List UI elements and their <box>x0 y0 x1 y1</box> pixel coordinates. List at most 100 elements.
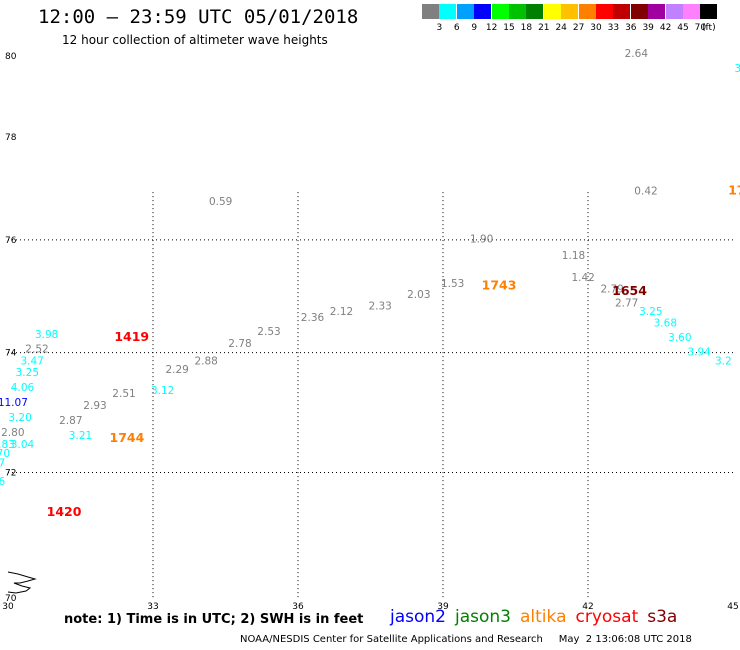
legend-label: 21 <box>538 23 550 33</box>
wave-height-value: 2.79 <box>600 283 623 295</box>
legend-label: 12 <box>485 23 498 33</box>
wave-height-value: 2.12 <box>330 306 353 318</box>
legend-swatch <box>613 4 631 19</box>
wave-height-value: 3.21 <box>69 430 92 442</box>
wave-height-value: 3.83 <box>0 439 15 451</box>
wave-height-value: 3.98 <box>35 329 58 341</box>
footer-credit: NOAA/NESDIS Center for Satellite Applica… <box>240 634 692 645</box>
latitude-tick-label: 76 <box>5 236 17 246</box>
satellite-name: jason3 <box>455 607 511 627</box>
legend-label: 27 <box>572 23 585 33</box>
wave-height-value: 2.33 <box>368 300 391 312</box>
satellite-name: cryosat <box>575 607 639 627</box>
wave-height-value: 3.68 <box>654 318 677 330</box>
legend-swatch <box>700 4 718 19</box>
legend-swatch <box>578 4 596 19</box>
longitude-tick-label: 30 <box>2 602 14 612</box>
legend-label: 36 <box>625 23 637 33</box>
latitude-tick-label: 74 <box>5 349 17 359</box>
wave-height-value: 2.93 <box>83 400 106 412</box>
longitude-tick-label: 39 <box>437 602 449 612</box>
wave-height-value: 3.04 <box>11 439 35 451</box>
legend-swatch <box>474 4 492 19</box>
wave-height-value: 3 <box>734 63 740 75</box>
longitude-tick-label: 33 <box>147 602 158 612</box>
wave-height-value: 2.87 <box>59 415 82 427</box>
wave-height-value: 2.80 <box>1 427 24 439</box>
wave-height-value: 3.12 <box>151 385 174 397</box>
wave-height-value: 2.52 <box>25 344 48 356</box>
legend-swatch <box>491 4 509 19</box>
legend-label: 39 <box>642 23 654 33</box>
pass-time-label: 1743 <box>482 278 517 293</box>
longitude-tick-label: 42 <box>582 602 593 612</box>
wave-height-value: 1.53 <box>441 278 464 290</box>
coastline <box>7 571 37 594</box>
legend-swatch <box>509 4 526 19</box>
satellite-legend: jason2 jason3 altika cryosat s3a <box>390 607 686 627</box>
legend-label: 70 <box>694 23 707 33</box>
legend-swatch <box>526 4 544 19</box>
wave-height-value: 3.94 <box>687 347 711 359</box>
wave-height-value: 2.64 <box>625 48 649 60</box>
wave-height-value: 4.56 <box>0 476 6 488</box>
latitude-tick-label: 78 <box>5 133 17 143</box>
wave-height-value: 4.06 <box>11 382 35 394</box>
legend-swatch <box>422 4 439 19</box>
pass-time-label: 1419 <box>114 329 149 344</box>
pass-time-label: 1420 <box>47 504 82 519</box>
wave-height-value: 2.88 <box>194 355 217 367</box>
satellite-name: jason2 <box>390 607 446 627</box>
pass-time-label: 1654 <box>612 283 647 298</box>
legend-label: 15 <box>503 23 515 33</box>
legend-label: 6 <box>453 23 460 33</box>
longitude-tick-label: 36 <box>292 602 304 612</box>
wave-height-value: 2.29 <box>165 364 188 376</box>
legend-unit: (ft) <box>702 23 716 33</box>
longitude-tick-label: 45 <box>727 602 738 612</box>
legend-label: 42 <box>659 23 672 33</box>
legend-label: 45 <box>677 23 689 33</box>
legend-swatch <box>596 4 613 19</box>
legend-label: 9 <box>471 23 478 33</box>
page-title: 12:00 – 23:59 UTC 05/01/2018 <box>38 6 359 28</box>
wave-height-value: 2.53 <box>257 326 280 338</box>
legend-swatch <box>439 4 457 19</box>
page-subtitle: 12 hour collection of altimeter wave hei… <box>62 33 328 47</box>
legend-swatch <box>683 4 700 19</box>
pass-time-label: 174 <box>728 183 740 198</box>
legend-label: 3 <box>436 23 443 33</box>
wave-height-value: 2.51 <box>112 388 135 400</box>
legend-swatch <box>648 4 666 19</box>
wave-height-value: 2.77 <box>615 298 638 310</box>
footer-note: note: 1) Time is in UTC; 2) SWH is in fe… <box>64 612 364 627</box>
latitude-tick-label: 72 <box>5 469 16 479</box>
wave-height-value: 2.36 <box>301 312 325 324</box>
legend-swatch <box>665 4 683 19</box>
pass-time-label: 1744 <box>110 430 145 445</box>
wave-height-value: 3.70 <box>0 448 10 460</box>
wave-height-value: 3.60 <box>668 332 691 344</box>
legend-label: 18 <box>520 23 533 33</box>
wave-height-value: 3.25 <box>639 306 662 318</box>
wave-height-value: 1.18 <box>562 250 585 262</box>
legend-swatch <box>543 4 561 19</box>
wave-height-value: 0.59 <box>209 196 232 208</box>
legend-label: 33 <box>607 23 620 33</box>
wave-height-value: 3.20 <box>8 412 31 424</box>
wave-height-value: 3.67 <box>0 457 5 469</box>
legend-swatch <box>630 4 648 19</box>
wave-height-value: 0.42 <box>634 186 657 198</box>
latitude-tick-label: 80 <box>5 52 17 62</box>
wave-height-value: 2.78 <box>228 338 251 350</box>
legend-label: 30 <box>590 23 602 33</box>
legend-swatch <box>456 4 474 19</box>
wave-height-value: 1.42 <box>571 272 594 284</box>
wave-height-value: 2.03 <box>407 289 430 301</box>
latitude-tick-label: 70 <box>5 594 17 604</box>
wave-height-value: 3.25 <box>16 367 39 379</box>
legend-swatch <box>561 4 579 19</box>
wave-height-value: 3.47 <box>20 355 43 367</box>
wave-height-value: 3.2 <box>715 355 732 367</box>
